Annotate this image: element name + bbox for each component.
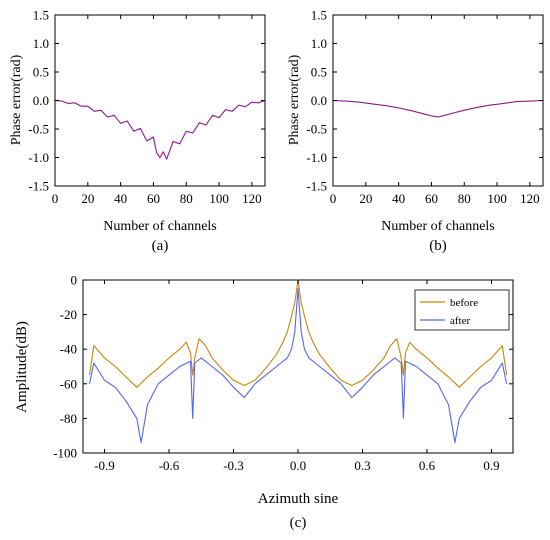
x-axis-label-c: Azimuth sine xyxy=(258,491,339,507)
x-tick-label: 0.0 xyxy=(290,458,306,473)
caption-c: (c) xyxy=(290,515,307,531)
x-tick-label: 0.6 xyxy=(419,458,436,473)
chart-marks-a xyxy=(54,99,266,160)
caption-b: (b) xyxy=(429,238,447,254)
x-tick-label: 80 xyxy=(180,191,193,206)
x-tick-label: 0 xyxy=(330,191,337,206)
panel-c: -0.9 -0.6 -0.3 0.0 0.3 0.6 0.9 0 -20 -40 -60 -80 -10… xyxy=(14,273,514,531)
x-tick-label: 0.9 xyxy=(483,458,499,473)
x-tick-label: -0.9 xyxy=(94,458,115,473)
plot-area-a xyxy=(54,14,266,187)
tick-labels-c: -0.9 -0.6 -0.3 0.0 0.3 0.6 0.9 0 -20 -40 -60 -80 -10… xyxy=(53,273,513,473)
y-tick-label: -1.0 xyxy=(28,150,49,165)
y-tick-label: 1.5 xyxy=(33,8,49,23)
x-axis-label-a: Number of channels xyxy=(103,219,217,234)
y-tick-label: 1.5 xyxy=(311,8,327,23)
x-tick-label: 80 xyxy=(458,191,471,206)
x-tick-label: 40 xyxy=(114,191,127,206)
series-line-panel-a xyxy=(54,99,266,160)
y-tick-label: 1.0 xyxy=(311,36,327,51)
x-tick-label: 120 xyxy=(520,191,540,206)
x-tick-label: -0.6 xyxy=(159,458,180,473)
x-tick-label: 20 xyxy=(359,191,372,206)
x-tick-label: -0.3 xyxy=(223,458,244,473)
y-tick-label: 0.5 xyxy=(33,65,49,80)
x-tick-label: 100 xyxy=(209,191,229,206)
caption-a: (a) xyxy=(152,238,169,254)
legend: before after xyxy=(414,289,510,331)
legend-label-before: before xyxy=(450,297,478,309)
y-axis-label-c: Amplitude(dB) xyxy=(14,321,30,413)
x-tick-label: 60 xyxy=(425,191,438,206)
x-tick-label: 60 xyxy=(147,191,160,206)
x-tick-label: 20 xyxy=(81,191,94,206)
panel-b: 0 20 40 60 80 100 120-1.5-1.0-0.50.00.51.01.5 … xyxy=(287,8,544,254)
y-tick-label: -20 xyxy=(60,307,77,322)
y-tick-label: -1.5 xyxy=(28,179,49,194)
y-tick-label: -60 xyxy=(60,376,77,391)
chart-marks-b xyxy=(332,99,544,118)
y-axis-label-a: Phase error(rad) xyxy=(9,54,24,145)
series-line-panel-b xyxy=(332,99,544,118)
y-tick-label: -40 xyxy=(60,342,77,357)
x-tick-label: 120 xyxy=(242,191,262,206)
tick-labels-a: 0 20 40 60 80 100 120 -1.5 -1.0 -0.5 0.0 0.5 1.0 1.5 xyxy=(28,8,265,206)
y-tick-label: 0.5 xyxy=(311,65,327,80)
y-tick-label: -100 xyxy=(53,446,77,461)
y-tick-label: 1.0 xyxy=(33,36,49,51)
y-tick-label: -80 xyxy=(60,411,77,426)
y-tick-label: -1.5 xyxy=(306,179,327,194)
series-line-after xyxy=(88,288,508,444)
legend-label-after: after xyxy=(450,315,470,327)
y-tick-label: -0.5 xyxy=(28,122,49,137)
x-tick-label: 0 xyxy=(52,191,59,206)
x-tick-label: 100 xyxy=(487,191,507,206)
x-tick-label: 40 xyxy=(392,191,405,206)
y-tick-label: 0 xyxy=(71,273,78,288)
x-tick-label: 0.3 xyxy=(354,458,370,473)
plot-area-b xyxy=(332,14,544,187)
x-axis-label-b: Number of channels xyxy=(381,219,495,234)
y-tick-label: -1.0 xyxy=(306,150,327,165)
y-tick-label: -0.5 xyxy=(306,122,327,137)
y-axis-label-b: Phase error(rad) xyxy=(287,54,302,145)
y-tick-label: 0.0 xyxy=(311,93,327,108)
panel-a: 0 20 40 60 80 100 120-1.5-1.0-0.50.00.51.01.5 … xyxy=(9,8,266,254)
tick-labels-b: 0 20 40 60 80 100 120 -1.5 -1.0 -0.5 0.0 0.5 1.0 1.5 xyxy=(306,8,543,206)
y-tick-label: 0.0 xyxy=(33,93,49,108)
